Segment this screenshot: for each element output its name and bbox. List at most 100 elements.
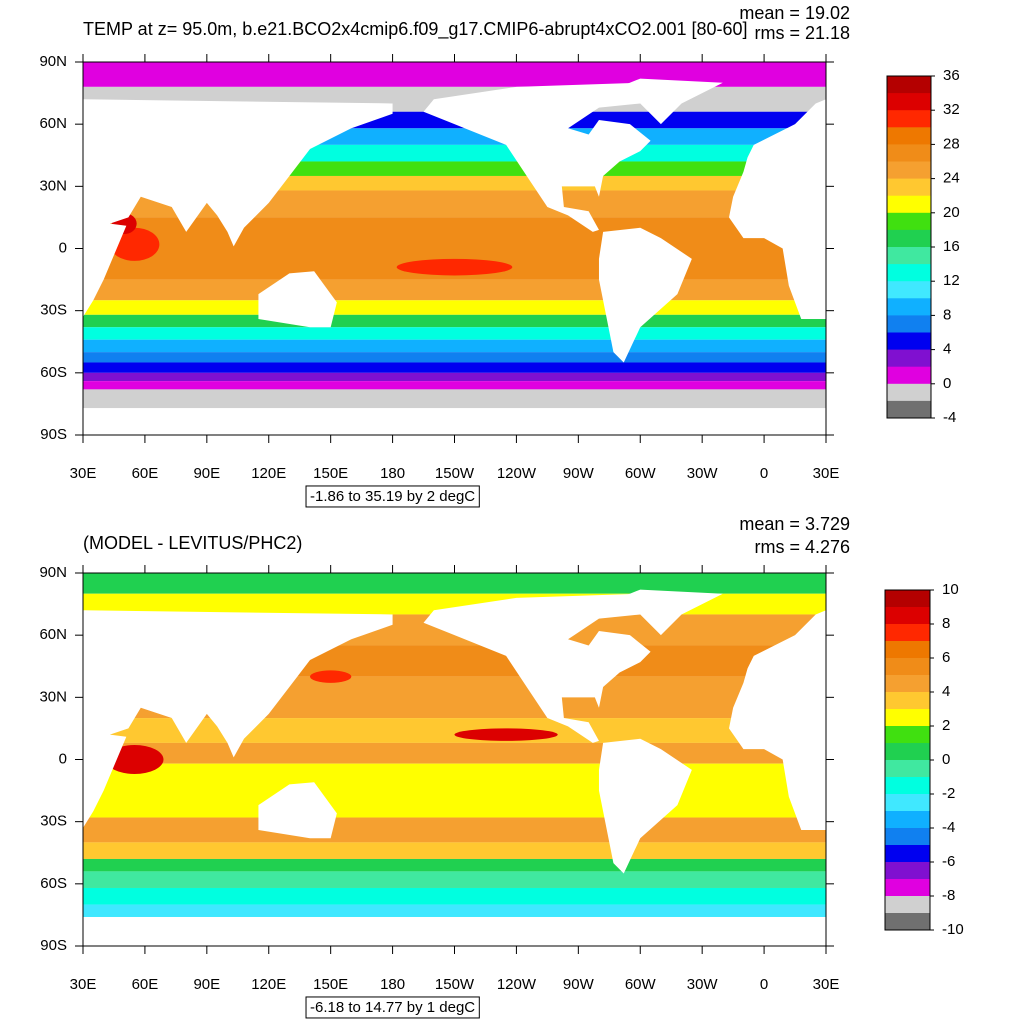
field-patch <box>105 744 164 775</box>
colorbar-box <box>885 879 930 897</box>
map-panel: 90N 60N 30N 0 30S 60S 90S 30E 60E 90E 120E 150E 180 1… <box>39 564 839 993</box>
rms-label: rms = 21.18 <box>754 23 850 43</box>
field-band <box>83 573 826 594</box>
lon-tick-label: 30W <box>687 465 719 482</box>
lat-tick-label: 30N <box>39 177 67 194</box>
field-patch <box>396 258 513 276</box>
mean-label: mean = 19.02 <box>739 3 850 23</box>
field-band <box>83 352 826 363</box>
colorbar-label: 12 <box>943 272 960 289</box>
lat-tick-label: 90N <box>39 53 67 70</box>
lat-tick-label: 30S <box>40 813 67 830</box>
field-patch <box>310 670 352 683</box>
field-band <box>83 904 826 917</box>
lat-tick-label: 90S <box>40 937 67 954</box>
field-band <box>83 300 826 315</box>
field-band <box>83 718 826 743</box>
mean-label: mean = 3.729 <box>739 514 850 534</box>
colorbar-box <box>885 743 930 761</box>
colorbar-label: -10 <box>942 921 964 938</box>
land <box>423 82 651 232</box>
colorbar-label: -4 <box>942 819 955 836</box>
colorbar-box <box>885 658 930 676</box>
field-band <box>83 887 826 905</box>
lat-tick-label: 90N <box>39 564 67 581</box>
lon-tick-label: 90E <box>193 976 220 993</box>
colorbar-label: 8 <box>943 306 951 323</box>
colorbar-label: 4 <box>942 683 950 700</box>
colorbar-label: 6 <box>942 649 950 666</box>
colorbar-box <box>885 675 930 693</box>
colorbar-box <box>885 760 930 778</box>
lon-tick-label: 150E <box>313 465 348 482</box>
range-box <box>305 485 480 508</box>
colorbar-box <box>887 144 931 162</box>
lon-tick-label: 0 <box>760 465 768 482</box>
lon-tick-label: 30W <box>687 976 719 993</box>
colorbar-box <box>887 212 931 231</box>
colorbar-box <box>887 366 931 385</box>
lon-tick-label: 60E <box>132 976 159 993</box>
field-band <box>83 362 826 373</box>
map-panel: 90N 60N 30N 0 30S 60S 90S 30E 60E 90E 120E 150E 180 1… <box>39 53 839 482</box>
land <box>258 782 337 839</box>
colorbar-label: 4 <box>943 341 951 358</box>
colorbar-label: 28 <box>943 135 960 152</box>
field-band <box>83 763 826 818</box>
colorbar-label: 36 <box>943 67 960 84</box>
lat-tick-label: 60N <box>39 115 67 132</box>
colorbar-box <box>885 726 930 744</box>
colorbar-box <box>887 349 931 368</box>
field-band <box>83 339 826 353</box>
colorbar-label: 16 <box>943 238 960 255</box>
lon-tick-label: 90W <box>563 976 595 993</box>
lon-tick-label: 150W <box>435 465 475 482</box>
colorbar-label: -4 <box>943 409 956 426</box>
field-patch <box>109 227 160 261</box>
colorbar-label: -6 <box>942 853 955 870</box>
colorbar-box <box>887 110 931 128</box>
land <box>619 589 723 636</box>
colorbar-box <box>887 195 931 214</box>
field-band <box>83 871 826 888</box>
colorbar-box <box>887 76 931 94</box>
field-band <box>83 381 826 390</box>
lat-tick-label: 90S <box>40 426 67 443</box>
lon-tick-label: 60E <box>132 465 159 482</box>
field-band <box>83 279 826 301</box>
colorbar-box <box>887 298 931 316</box>
colorbar-box <box>885 641 930 659</box>
land <box>728 610 826 830</box>
lon-tick-label: 120E <box>251 465 286 482</box>
colorbar-label: 24 <box>943 170 960 187</box>
colorbar-box <box>885 590 930 608</box>
colorbar-box <box>885 709 930 727</box>
field-band <box>83 372 826 382</box>
colorbar-label: 8 <box>942 615 950 632</box>
lon-tick-label: 60W <box>625 465 657 482</box>
lon-tick-label: 60W <box>625 976 657 993</box>
land <box>598 227 692 363</box>
colorbar-box <box>887 315 931 333</box>
colorbar-box <box>885 913 930 931</box>
lon-tick-label: 90E <box>193 465 220 482</box>
field-band <box>83 842 826 859</box>
field-patch <box>454 728 558 741</box>
colorbar-box <box>885 896 930 914</box>
lat-tick-label: 60S <box>40 364 67 381</box>
lon-tick-label: 150E <box>313 976 348 993</box>
colorbar-box <box>887 178 931 197</box>
field-band <box>83 314 826 328</box>
land <box>83 610 393 828</box>
colorbar-box <box>887 281 931 299</box>
land <box>598 738 692 874</box>
colorbar-box <box>885 692 930 710</box>
panel-title: (MODEL - LEVITUS/PHC2) <box>83 533 302 553</box>
lon-tick-label: 90W <box>563 465 595 482</box>
colorbar-box <box>885 811 930 829</box>
lon-tick-label: 30E <box>70 976 97 993</box>
colorbar-box <box>887 93 931 111</box>
range-label: -6.18 to 14.77 by 1 degC <box>310 999 475 1016</box>
lat-tick-label: 30S <box>40 302 67 319</box>
